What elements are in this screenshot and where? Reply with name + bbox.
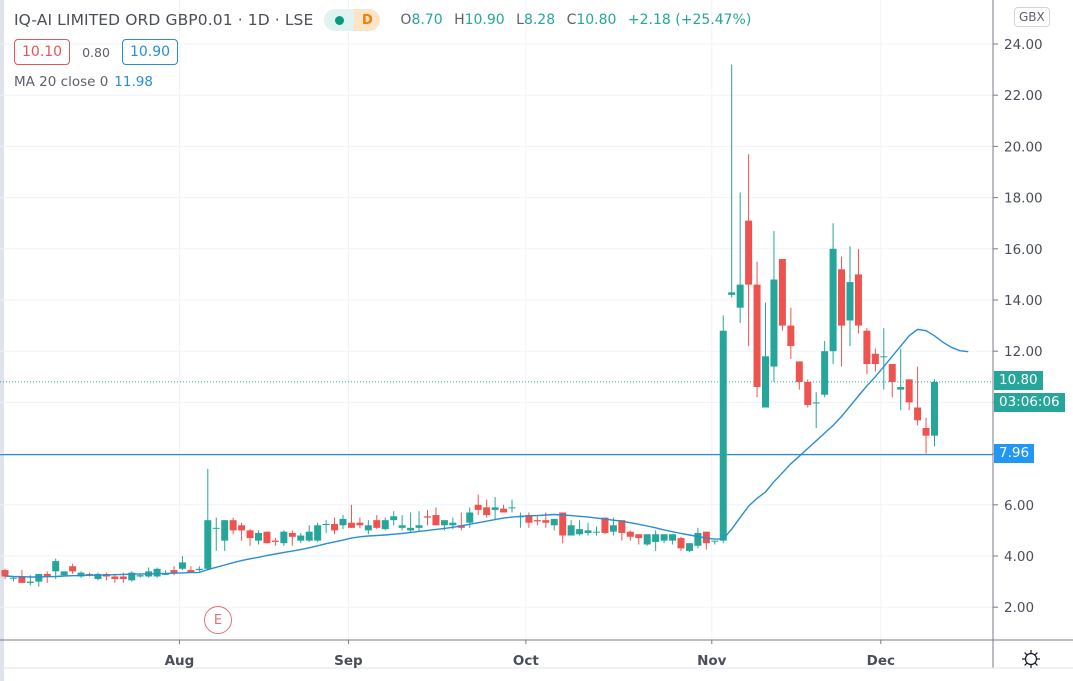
price-tick-label: 2.00 xyxy=(1004,600,1034,616)
change-value: +2.18 (+25.47%) xyxy=(627,12,752,28)
price-tick-label: 6.00 xyxy=(1004,498,1034,514)
last-price-tag: 10.80 xyxy=(994,371,1043,390)
price-tick-label: 22.00 xyxy=(1004,88,1043,104)
low-value: 8.28 xyxy=(523,12,556,28)
left-edge-strip xyxy=(0,0,4,681)
ohlc-values: O8.70 H10.90 L8.28 C10.80 +2.18 (+25.47%… xyxy=(400,12,752,28)
currency-label[interactable]: GBX xyxy=(1014,7,1050,27)
high-value: 10.90 xyxy=(464,12,505,28)
price-axis[interactable]: 24.00 22.00 20.00 18.00 16.00 14.00 12.00 6.00 4… xyxy=(1004,37,1043,616)
price-tick-label: 12.00 xyxy=(1004,344,1043,360)
settings-gear-icon[interactable] xyxy=(1020,648,1042,670)
time-tick-label: Nov xyxy=(697,653,727,669)
time-tick-label: Dec xyxy=(867,653,895,669)
status-badges: D xyxy=(324,9,381,31)
buy-price-button[interactable]: 10.90 xyxy=(121,39,179,65)
price-tick-label: 18.00 xyxy=(1004,191,1043,207)
horizontal-line-price-tag: 7.96 xyxy=(994,444,1035,463)
price-tick-label: 24.00 xyxy=(1004,37,1043,53)
time-tick-label: Sep xyxy=(334,653,363,669)
time-axis[interactable]: Aug Sep Oct Nov Dec xyxy=(165,640,895,669)
price-tick-label: 20.00 xyxy=(1004,139,1043,155)
market-open-dot-icon xyxy=(334,15,344,25)
indicator-value: 11.98 xyxy=(114,74,153,90)
earnings-marker[interactable]: E xyxy=(204,606,232,634)
spread-value: 0.80 xyxy=(82,44,110,60)
symbol-title[interactable]: IQ-AI LIMITED ORD GBP0.01 · 1D · LSE xyxy=(14,11,314,29)
candles xyxy=(1,64,938,587)
time-tick-label: Oct xyxy=(513,653,539,669)
sell-price-button[interactable]: 10.10 xyxy=(14,39,71,65)
time-tick-label: Aug xyxy=(165,653,195,669)
market-open-badge[interactable] xyxy=(324,9,355,31)
price-tick-label: 16.00 xyxy=(1004,242,1043,258)
bid-ask-row: 10.10 0.80 10.90 xyxy=(14,39,758,65)
indicator-legend-ma20[interactable]: MA 20 close 0 11.98 xyxy=(14,74,758,90)
bar-countdown-tag: 03:06:06 xyxy=(994,393,1065,412)
indicator-label: MA 20 close 0 xyxy=(14,74,109,90)
price-tick-label: 14.00 xyxy=(1004,293,1043,309)
close-value: 10.80 xyxy=(576,12,617,28)
ma20-line xyxy=(4,328,969,578)
open-value: 8.70 xyxy=(411,12,443,28)
grid-lines xyxy=(0,0,998,640)
delayed-data-badge[interactable]: D xyxy=(354,9,381,31)
chart-legend: IQ-AI LIMITED ORD GBP0.01 · 1D · LSE D O… xyxy=(14,8,758,90)
price-tick-label: 4.00 xyxy=(1004,549,1034,565)
